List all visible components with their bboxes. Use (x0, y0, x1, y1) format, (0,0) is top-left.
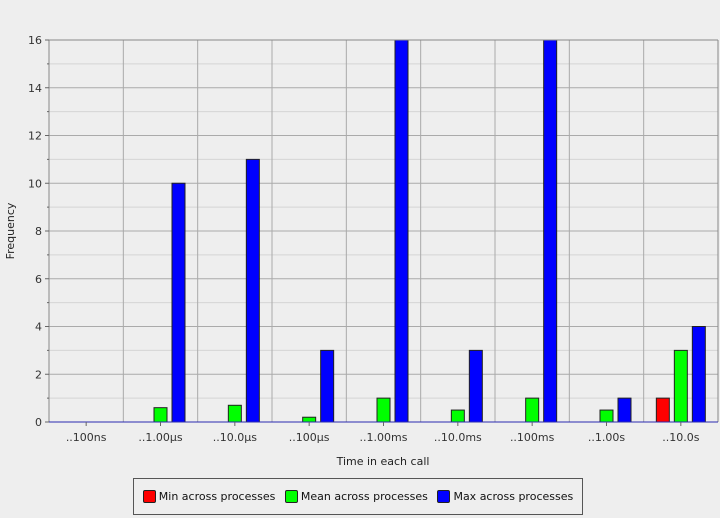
bar-mean-8 (673, 349, 688, 423)
bar-max-5 (468, 349, 483, 423)
bar-max-2 (245, 158, 260, 423)
x-tick-label: ..100ms (510, 431, 555, 444)
y-axis-label: Frequency (4, 202, 17, 259)
legend-label-min: Min across processes (158, 490, 276, 503)
bar-mean-3 (302, 416, 317, 423)
x-tick-label: ..10.0ms (434, 431, 482, 444)
bar-mean-1 (153, 407, 168, 423)
y-tick-label: 4 (35, 321, 42, 334)
x-tick-label: ..1.00s (588, 431, 625, 444)
legend: Min across processes Mean across process… (133, 478, 583, 515)
y-tick-labels: 0 2 4 6 8 10 12 14 16 (28, 34, 42, 429)
legend-label-mean: Mean across processes (300, 490, 428, 503)
y-tick-label: 10 (28, 177, 42, 190)
x-tick-labels: ..100ns ..1.00µs ..10.0µs ..100µs ..1.00ms..… (66, 431, 700, 444)
bar-mean-7 (599, 409, 614, 423)
bars (153, 39, 706, 423)
bar-max-4 (394, 39, 409, 423)
legend-label-max: Max across processes (453, 490, 574, 503)
x-tick-label: ..10.0s (662, 431, 699, 444)
x-tick-label: ..1.00ms (360, 431, 408, 444)
y-tick-label: 12 (28, 130, 42, 143)
legend-swatch-max (437, 490, 451, 503)
bar-max-8 (691, 326, 706, 423)
y-tick-label: 6 (35, 273, 42, 286)
x-tick-label: ..100µs (289, 431, 330, 444)
bar-mean-6 (525, 397, 540, 423)
bar-max-6 (543, 39, 558, 423)
bar-mean-5 (450, 409, 465, 423)
x-tick-label: ..1.00µs (138, 431, 182, 444)
x-tick-label: ..100ns (66, 431, 107, 444)
legend-swatch-mean (284, 490, 298, 503)
axes (45, 39, 719, 426)
y-tick-label: 14 (28, 82, 42, 95)
bar-max-7 (617, 397, 632, 423)
y-tick-label: 8 (35, 225, 42, 238)
bar-max-3 (320, 349, 335, 423)
bar-mean-2 (227, 404, 242, 423)
x-tick-label: ..10.0µs (213, 431, 257, 444)
grid (49, 39, 718, 422)
x-axis-label: Time in each call (336, 455, 430, 468)
y-tick-label: 2 (35, 368, 42, 381)
legend-swatch-min (142, 490, 156, 503)
y-tick-label: 16 (28, 34, 42, 47)
bar-mean-4 (376, 397, 391, 423)
legend-item-max: Max across processes (437, 490, 573, 503)
legend-item-mean: Mean across processes (284, 490, 428, 503)
y-tick-label: 0 (35, 416, 42, 429)
legend-item-min: Min across processes (142, 490, 276, 503)
bar-max-1 (171, 182, 186, 423)
bar-min-8 (655, 397, 670, 423)
